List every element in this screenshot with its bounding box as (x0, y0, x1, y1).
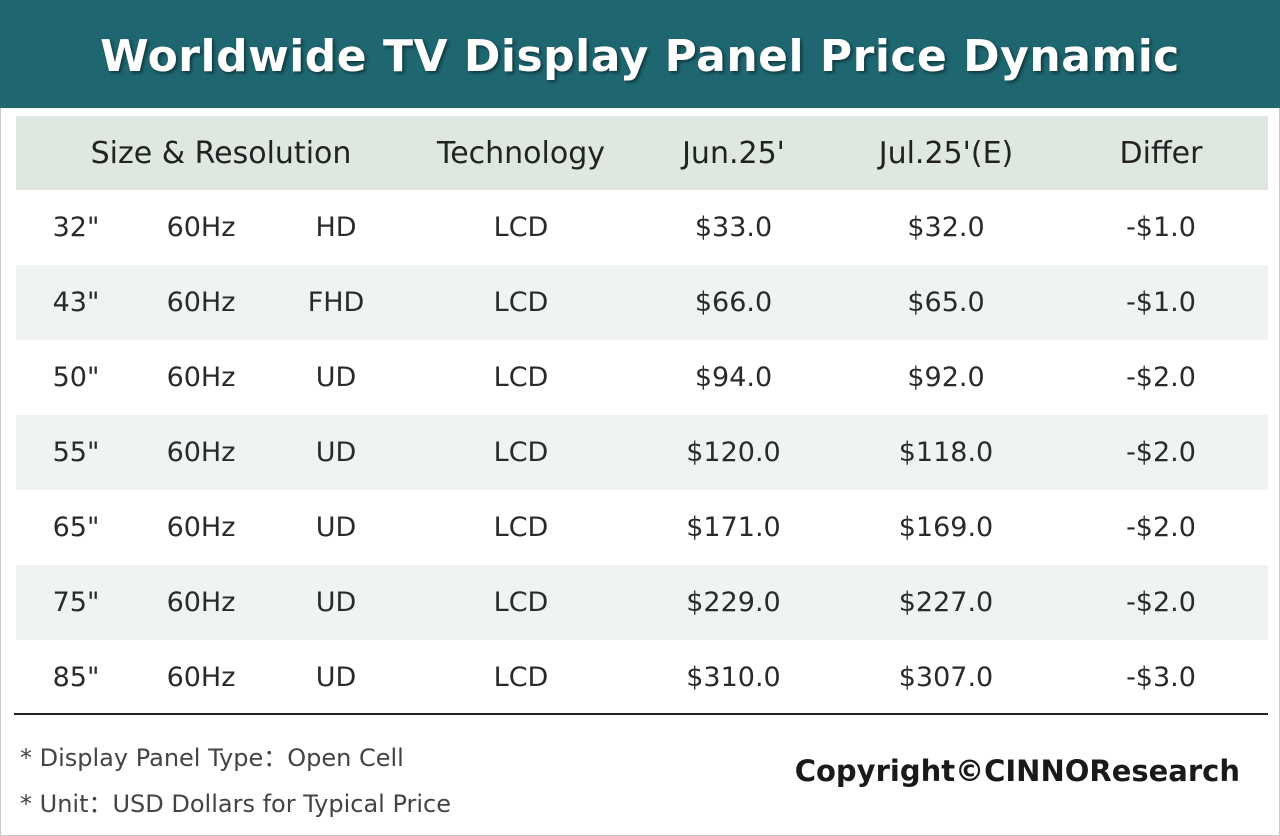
cell-technology: LCD (493, 662, 549, 693)
cell-refresh: 60Hz (166, 662, 236, 693)
cell-differ: -$3.0 (1126, 662, 1196, 693)
cell-size: 75" (52, 587, 100, 618)
cell-differ: -$2.0 (1126, 512, 1196, 543)
cell-refresh: 60Hz (166, 212, 236, 243)
footer-divider (14, 713, 1268, 715)
cell-jul-price: $32.0 (907, 212, 985, 243)
cell-jun-price: $66.0 (694, 287, 773, 318)
cell-differ: -$1.0 (1126, 287, 1196, 318)
cell-jun-price: $229.0 (686, 587, 781, 618)
cell-size: 32" (52, 212, 100, 243)
cell-jun-price: $171.0 (686, 512, 781, 543)
cell-size: 50" (52, 362, 100, 393)
chart-title: Worldwide TV Display Panel Price Dynamic (100, 30, 1180, 82)
cell-jul-price: $227.0 (898, 587, 994, 618)
header-jul: Jul.25'(E) (878, 135, 1014, 171)
cell-technology: LCD (493, 212, 549, 243)
table-row: 85" 60Hz UD LCD $310.0 $307.0 -$3.0 (16, 640, 1268, 715)
cell-refresh: 60Hz (166, 512, 236, 543)
table-row: 32" 60Hz HD LCD $33.0 $32.0 -$1.0 (16, 190, 1268, 265)
cell-jun-price: $94.0 (694, 362, 773, 393)
header-jun: Jun.25' (682, 135, 785, 171)
table-row: 43" 60Hz FHD LCD $66.0 $65.0 -$1.0 (16, 265, 1268, 340)
cell-technology: LCD (493, 587, 549, 618)
cell-technology: LCD (493, 362, 549, 393)
header-technology: Technology (436, 135, 606, 171)
cell-resolution: FHD (307, 287, 365, 318)
cell-differ: -$2.0 (1126, 362, 1196, 393)
cell-resolution: UD (315, 587, 357, 618)
cell-refresh: 60Hz (166, 587, 236, 618)
cell-refresh: 60Hz (166, 362, 236, 393)
cell-resolution: UD (315, 437, 357, 468)
cell-size: 55" (52, 437, 100, 468)
note-panel-type: * Display Panel Type：Open Cell (20, 744, 404, 772)
cell-technology: LCD (493, 512, 549, 543)
cell-refresh: 60Hz (166, 287, 236, 318)
header-size-resolution: Size & Resolution (90, 135, 352, 171)
cell-differ: -$1.0 (1126, 212, 1196, 243)
cell-jun-price: $120.0 (686, 437, 781, 468)
cell-size: 65" (52, 512, 100, 543)
cell-jul-price: $92.0 (907, 362, 985, 393)
copyright-text: Copyright©CINNOResearch (794, 754, 1240, 788)
price-table: Size & Resolution Technology Jun.25' Jul… (16, 116, 1268, 715)
cell-size: 43" (52, 287, 100, 318)
cell-technology: LCD (493, 287, 549, 318)
table-row: 65" 60Hz UD LCD $171.0 $169.0 -$2.0 (16, 490, 1268, 565)
cell-jun-price: $310.0 (686, 662, 781, 693)
table-row: 75" 60Hz UD LCD $229.0 $227.0 -$2.0 (16, 565, 1268, 640)
cell-refresh: 60Hz (166, 437, 236, 468)
header-differ: Differ (1119, 135, 1203, 171)
cell-resolution: UD (315, 362, 357, 393)
note-unit: * Unit：USD Dollars for Typical Price (20, 790, 452, 818)
cell-jul-price: $65.0 (907, 287, 985, 318)
cell-jul-price: $307.0 (898, 662, 994, 693)
cell-jul-price: $118.0 (898, 437, 994, 468)
cell-resolution: UD (315, 512, 357, 543)
table-header-row: Size & Resolution Technology Jun.25' Jul… (16, 116, 1268, 190)
cell-size: 85" (52, 662, 100, 693)
cell-resolution: HD (315, 212, 357, 243)
table-body: 32" 60Hz HD LCD $33.0 $32.0 -$1.0 43" 60Hz FHD LCD… (16, 190, 1268, 715)
cell-jul-price: $169.0 (898, 512, 994, 543)
cell-differ: -$2.0 (1126, 587, 1196, 618)
table-row: 50" 60Hz UD LCD $94.0 $92.0 -$2.0 (16, 340, 1268, 415)
cell-technology: LCD (493, 437, 549, 468)
title-banner: Worldwide TV Display Panel Price Dynamic (0, 0, 1280, 108)
cell-differ: -$2.0 (1126, 437, 1196, 468)
table-row: 55" 60Hz UD LCD $120.0 $118.0 -$2.0 (16, 415, 1268, 490)
cell-resolution: UD (315, 662, 357, 693)
cell-jun-price: $33.0 (694, 212, 773, 243)
